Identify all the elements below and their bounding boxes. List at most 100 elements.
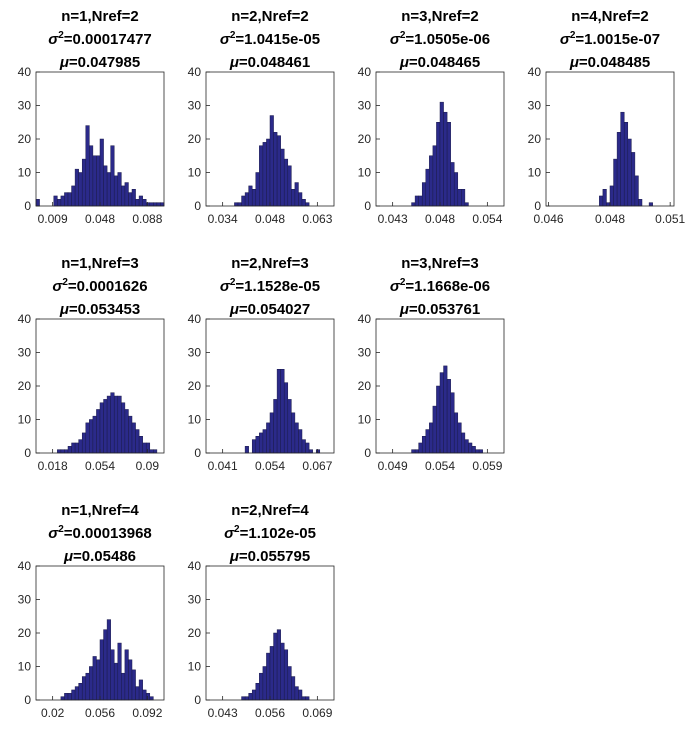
- y-tick-label: 10: [18, 660, 32, 674]
- y-tick-label: 10: [358, 413, 372, 427]
- histogram-bar: [131, 669, 136, 701]
- y-tick-label: 0: [194, 199, 201, 213]
- histogram-bar: [443, 365, 448, 454]
- panel-title-line1: n=2,Nref=3: [231, 255, 309, 272]
- y-tick-label: 10: [188, 660, 202, 674]
- histogram-bar: [135, 686, 140, 701]
- histogram-bar: [478, 449, 483, 454]
- panel-title-variance: σ2=0.0001626: [52, 277, 147, 295]
- panel-title-variance: σ2=0.00017477: [48, 30, 152, 48]
- histogram-bar: [623, 122, 629, 207]
- histogram-bar: [291, 412, 296, 454]
- histogram-bar: [160, 202, 165, 207]
- histogram-bar: [96, 409, 101, 454]
- histogram-bar: [138, 679, 143, 701]
- histogram-panel: n=3,Nref=3 σ2=1.1668e-06 μ=0.053761 0 10 20 30…: [358, 255, 505, 473]
- histogram-bar: [99, 639, 104, 701]
- histogram-bar: [259, 432, 264, 454]
- y-tick-label: 30: [18, 99, 32, 113]
- histogram-bar: [81, 432, 87, 454]
- panel-title-line1: n=3,Nref=2: [401, 8, 479, 25]
- histogram-bar: [113, 395, 119, 454]
- histogram-bar: [461, 432, 466, 454]
- histogram-bar: [96, 155, 101, 207]
- y-tick-label: 30: [358, 99, 372, 113]
- histogram-bar: [276, 629, 281, 701]
- y-tick-label: 0: [364, 199, 371, 213]
- histogram-bar: [461, 189, 466, 207]
- panel-title-line1: n=1,Nref=3: [61, 255, 139, 272]
- y-tick-label: 0: [24, 446, 31, 460]
- histogram-bar: [74, 168, 79, 207]
- histogram-bar: [620, 111, 625, 207]
- histogram-bar: [106, 619, 111, 701]
- histogram-bar: [305, 442, 310, 454]
- y-tick-label: 20: [18, 379, 32, 393]
- histogram-bar: [262, 666, 267, 701]
- y-tick-label: 20: [188, 379, 202, 393]
- y-tick-label: 20: [358, 132, 372, 146]
- y-tick-label: 40: [18, 65, 32, 79]
- histogram-bar: [64, 192, 69, 207]
- histogram-bar: [153, 202, 158, 207]
- histogram-bar: [103, 399, 108, 454]
- x-tick-label: 0.046: [534, 212, 564, 226]
- histogram-bar: [301, 439, 306, 454]
- histogram-bar: [67, 446, 72, 454]
- histogram-bar: [259, 672, 264, 701]
- histogram-bar: [280, 642, 285, 701]
- histogram-bar: [53, 195, 58, 207]
- histogram-bar: [616, 132, 621, 207]
- histogram-bar: [113, 175, 119, 207]
- panel-title-variance: σ2=1.102e-05: [224, 524, 316, 542]
- panel-title-line1: n=2,Nref=2: [231, 8, 309, 25]
- histogram-bar: [439, 101, 444, 207]
- histogram-bar: [113, 662, 119, 701]
- histogram-bar: [81, 158, 87, 207]
- histogram-bar: [71, 442, 76, 454]
- histogram-bar: [269, 115, 274, 207]
- histogram-bar: [121, 185, 126, 207]
- histogram-bar: [64, 693, 69, 701]
- histogram-bar: [92, 155, 97, 207]
- y-tick-label: 20: [18, 132, 32, 146]
- y-tick-label: 30: [528, 99, 542, 113]
- histogram-bar: [276, 135, 281, 207]
- histogram-bar: [464, 202, 469, 207]
- histogram-bar: [294, 182, 299, 207]
- x-tick-label: 0.048: [425, 212, 455, 226]
- histogram-bar: [128, 659, 133, 701]
- histogram-bar: [280, 369, 285, 454]
- y-tick-label: 20: [358, 379, 372, 393]
- histogram-bar: [443, 111, 448, 207]
- histogram-bar: [138, 195, 143, 207]
- histogram-bar: [67, 693, 72, 701]
- histogram-bar: [648, 202, 653, 207]
- histogram-bar: [315, 449, 321, 454]
- histogram-bar: [287, 399, 292, 454]
- histogram-bar: [67, 192, 72, 207]
- histogram-bar: [255, 683, 260, 701]
- panel-title-line1: n=4,Nref=2: [571, 8, 649, 25]
- histogram-bar: [432, 405, 437, 454]
- histogram-bar: [634, 175, 639, 207]
- y-tick-label: 40: [188, 559, 202, 573]
- histogram-bar: [117, 395, 122, 454]
- histogram-bar: [432, 145, 437, 207]
- histogram-bar: [103, 165, 108, 207]
- histogram-bar: [468, 442, 473, 454]
- histogram-bar: [298, 192, 303, 207]
- histogram-panel: n=1,Nref=4 σ2=0.00013968 μ=0.05486 0 10 20 30 4…: [18, 502, 165, 720]
- histogram-bar: [57, 199, 62, 207]
- y-tick-label: 20: [528, 132, 542, 146]
- panel-title-variance: σ2=1.0015e-07: [560, 30, 660, 48]
- histogram-bar: [262, 429, 267, 454]
- histogram-bar: [60, 195, 65, 207]
- histogram-bar: [244, 446, 249, 454]
- histogram-bar: [103, 629, 108, 701]
- histogram-bar: [453, 412, 459, 454]
- histogram-bar: [457, 422, 462, 454]
- x-tick-label: 0.048: [85, 212, 115, 226]
- histogram-bar: [301, 696, 306, 701]
- histogram-bar: [436, 385, 441, 454]
